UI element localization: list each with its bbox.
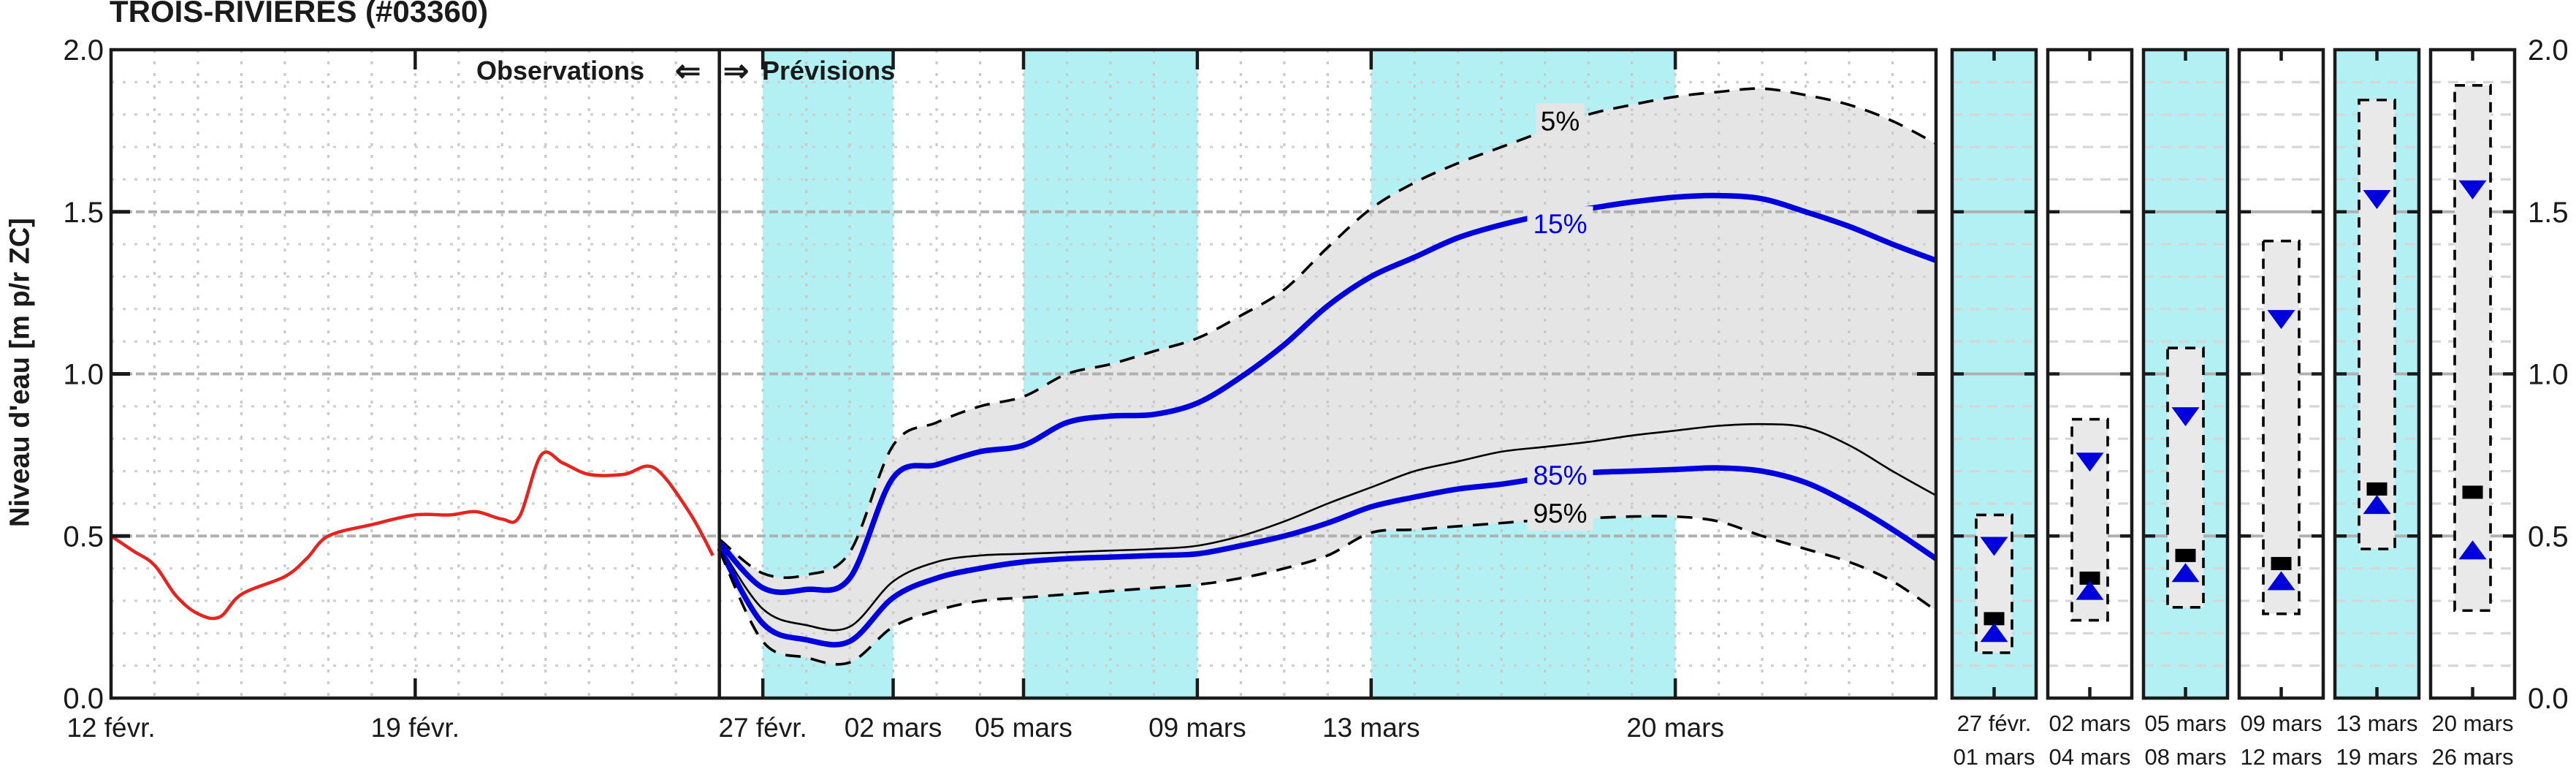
panel-min-triangle-up-icon — [2363, 495, 2391, 515]
panel-max-triangle-down-icon — [2363, 190, 2391, 210]
forecast-curve-5% — [718, 87, 1937, 580]
panel-max-triangle-down-icon — [2171, 407, 2200, 427]
x-tick-label: 09 mars — [1148, 713, 1246, 743]
y-tick-label-left: 0.5 — [63, 520, 104, 553]
panel-min-triangle-up-icon — [2171, 563, 2200, 583]
x-tick-label: 19 févr. — [371, 713, 460, 743]
x-tick-label: 27 févr. — [718, 713, 807, 743]
forecast-curve-50% — [718, 423, 1937, 632]
summary-panel-2: 02 mars 04 mars — [2046, 48, 2134, 769]
y-tick-label-left: 1.0 — [63, 359, 104, 391]
curve-label-85%: 85% — [1533, 461, 1587, 490]
panel-label-start: 27 févr. — [1957, 711, 2032, 736]
summary-panel-5: 13 mars 19 mars — [2333, 48, 2421, 769]
page-title: TROIS-RIVIERES (#03360) — [110, 0, 489, 29]
panel-label-start: 09 mars — [2241, 711, 2322, 736]
curve-label-15%: 15% — [1533, 209, 1587, 239]
curve-label-5%: 5% — [1541, 107, 1579, 137]
panel-range-box — [2262, 239, 2301, 615]
y-tick-label-right: 0.0 — [2528, 683, 2569, 715]
panel-max-triangle-down-icon — [2076, 452, 2104, 472]
forecast-curve-95% — [718, 515, 1937, 666]
summary-panel-1: 27 févr. 01 mars — [1950, 48, 2038, 769]
observations-label: Observations — [476, 56, 645, 86]
y-axis-title: Niveau d'eau [m p/r ZC] — [4, 218, 36, 527]
panel-label-end: 08 mars — [2145, 744, 2227, 769]
summary-panel-3: 05 mars 08 mars — [2141, 48, 2230, 769]
panel-median-square-icon — [2079, 571, 2100, 585]
y-tick-label-left: 0.0 — [63, 683, 104, 715]
arrow-left-icon: ⇐ — [675, 53, 701, 88]
x-tick-label: 13 mars — [1322, 713, 1420, 743]
panel-range-box — [2358, 98, 2396, 550]
x-tick-label: 02 mars — [845, 713, 942, 743]
x-tick-label: 05 mars — [975, 713, 1072, 743]
panel-label-start: 02 mars — [2049, 711, 2131, 736]
curve-label-backing — [1527, 206, 1593, 242]
panel-median-square-icon — [2175, 548, 2196, 562]
observed-curve — [110, 450, 715, 621]
panel-min-triangle-up-icon — [2458, 540, 2487, 560]
forecast-curve-15% — [717, 192, 1937, 595]
panel-min-triangle-up-icon — [2267, 571, 2295, 591]
panel-label-start: 13 mars — [2336, 711, 2418, 736]
panel-label-end: 26 mars — [2432, 744, 2514, 769]
y-tick-label-right: 1.0 — [2528, 359, 2569, 391]
curve-label-backing — [1536, 103, 1585, 139]
y-tick-label-right: 1.5 — [2528, 197, 2569, 229]
panel-label-start: 05 mars — [2145, 711, 2227, 736]
panel-label-end: 19 mars — [2336, 744, 2418, 769]
panel-label-end: 04 mars — [2049, 744, 2131, 769]
panel-max-triangle-down-icon — [1980, 537, 2008, 556]
y-tick-label-right: 0.5 — [2528, 520, 2569, 553]
y-tick-label-left: 2.0 — [63, 34, 104, 67]
curve-label-95%: 95% — [1533, 499, 1587, 529]
y-tick-label-right: 2.0 — [2528, 34, 2569, 67]
panel-median-square-icon — [2366, 482, 2388, 496]
summary-panel-6: 20 mars 26 mars — [2428, 48, 2517, 769]
panel-label-end: 12 mars — [2241, 744, 2322, 769]
y-tick-label-left: 1.5 — [63, 197, 104, 229]
panel-label-end: 01 mars — [1954, 744, 2035, 769]
previsions-label: Prévisions — [762, 56, 896, 86]
panel-label-start: 20 mars — [2432, 711, 2514, 736]
panel-min-triangle-up-icon — [2076, 580, 2104, 600]
panel-max-triangle-down-icon — [2267, 310, 2295, 330]
summary-panel-4: 09 mars 12 mars — [2237, 48, 2325, 769]
panel-min-triangle-up-icon — [1980, 623, 2008, 643]
panel-max-triangle-down-icon — [2458, 180, 2487, 200]
curve-label-backing — [1527, 457, 1593, 493]
forecast-curve-85% — [717, 465, 1938, 648]
x-tick-label: 20 mars — [1626, 713, 1724, 743]
panel-range-box — [2453, 83, 2492, 613]
panel-median-square-icon — [1984, 612, 2005, 626]
arrow-right-icon: ⇒ — [723, 53, 750, 88]
x-tick-label: 12 févr. — [66, 713, 155, 743]
curve-label-backing — [1527, 496, 1593, 531]
panel-median-square-icon — [2462, 485, 2483, 499]
panel-median-square-icon — [2271, 556, 2292, 570]
